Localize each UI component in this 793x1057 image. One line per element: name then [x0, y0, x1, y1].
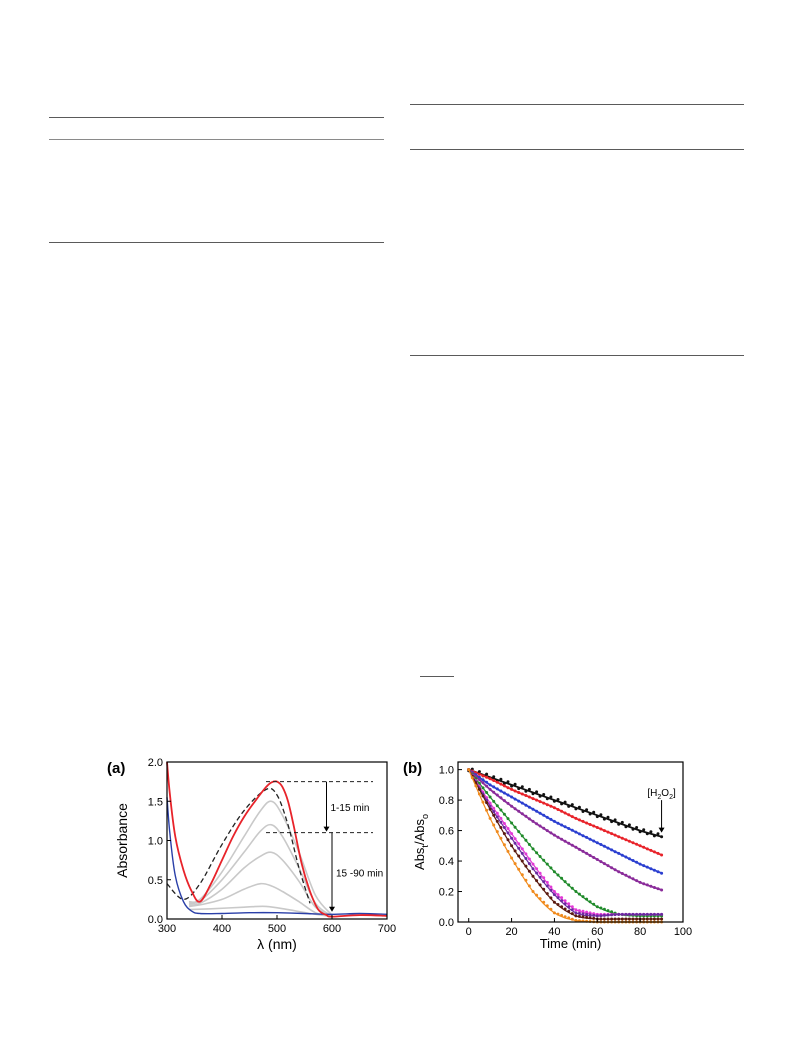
data-point	[656, 832, 660, 836]
a-xtick-label: 700	[378, 923, 396, 935]
fit-line	[468, 769, 662, 917]
b-xtick-label: 60	[591, 926, 603, 938]
a-ytick-label: 0.0	[148, 914, 163, 926]
b-ytick-label: 1.0	[439, 765, 454, 777]
a-ytick-label: 2.0	[148, 757, 163, 769]
fit-line	[468, 768, 662, 891]
spectrum-line-red	[166, 761, 388, 918]
arrow-head-h2o2	[658, 827, 665, 833]
chart-a: 300 400 500 600 700 0.0 0.5 1.0 1.5 2.0 λ (nm) Abso…	[114, 757, 396, 952]
fit-line	[468, 769, 662, 920]
arrow-head-2	[329, 906, 335, 912]
spectrum-line-dashed	[166, 787, 311, 904]
b-xtick-label: 100	[674, 926, 692, 938]
b-ytick-label: 0.0	[439, 917, 454, 929]
table-rule-top-right	[410, 104, 744, 105]
y-axis-label-b: Abst/Abso	[412, 814, 430, 870]
a-xtick-label: 300	[158, 923, 176, 935]
figure-panel-a: (a) 300 400 500 600 700 0.0 0.5 1.0 1.5 2.0 λ (nm)…	[100, 750, 400, 965]
panel-label-b: (b)	[403, 760, 423, 777]
table-rule-bottom-right	[410, 355, 744, 356]
fit-line	[468, 768, 662, 856]
footnote-separator	[420, 676, 454, 677]
fit-line	[468, 768, 662, 875]
b-xtick-label: 20	[505, 926, 517, 938]
spectrum-line-gray	[188, 800, 333, 916]
a-ytick-label: 1.0	[148, 836, 163, 848]
annotation-1-15-min: 1-15 min	[331, 803, 370, 814]
table-rule-top-left	[49, 117, 384, 118]
y-axis-label-a: Absorbance	[114, 803, 130, 878]
spectrum-line-gray	[188, 882, 333, 918]
annotation-h2o2: [H2O2]	[647, 788, 676, 801]
arrow-head-1	[323, 826, 330, 832]
panel-label-a: (a)	[107, 760, 126, 777]
spectrum-line-blue	[166, 797, 388, 916]
x-axis-label-b: Time (min)	[540, 936, 602, 951]
table-rule-bottom-left	[49, 242, 384, 243]
data-point	[649, 830, 653, 834]
chart-b: 0 20 40 60 80 100 0.0 0.2 0.4 0.6 0.8 1.0 Time (min)…	[412, 761, 692, 951]
annotation-15-90-min: 15 -90 min	[336, 869, 383, 880]
table-rule-header-right	[410, 149, 744, 150]
b-ytick-label: 0.8	[439, 795, 454, 807]
a-plot-frame	[166, 761, 388, 920]
b-ytick-label: 0.2	[439, 887, 454, 899]
a-ytick-label: 0.5	[148, 875, 163, 887]
b-ytick-label: 0.4	[439, 856, 454, 868]
spectrum-line-gray	[188, 823, 333, 917]
fit-line	[468, 768, 662, 838]
a-xtick-label: 600	[323, 923, 341, 935]
b-xtick-label: 40	[548, 926, 560, 938]
a-xtick-label: 500	[268, 923, 286, 935]
b-xtick-label: 80	[634, 926, 646, 938]
a-ytick-label: 1.5	[148, 796, 163, 808]
figure-panel-b: (b) 0 20 40 60 80 100 0.0 0.2 0.4 0.6 0.8 1.0 Time (…	[400, 750, 700, 965]
b-plot-frame	[457, 761, 684, 923]
a-xtick-label: 400	[213, 923, 231, 935]
spectrum-line-gray	[188, 905, 333, 918]
b-xtick-label: 0	[466, 926, 472, 938]
b-ytick-label: 0.6	[439, 826, 454, 838]
table-rule-header-left	[49, 139, 384, 140]
x-axis-label-a: λ (nm)	[257, 936, 297, 952]
